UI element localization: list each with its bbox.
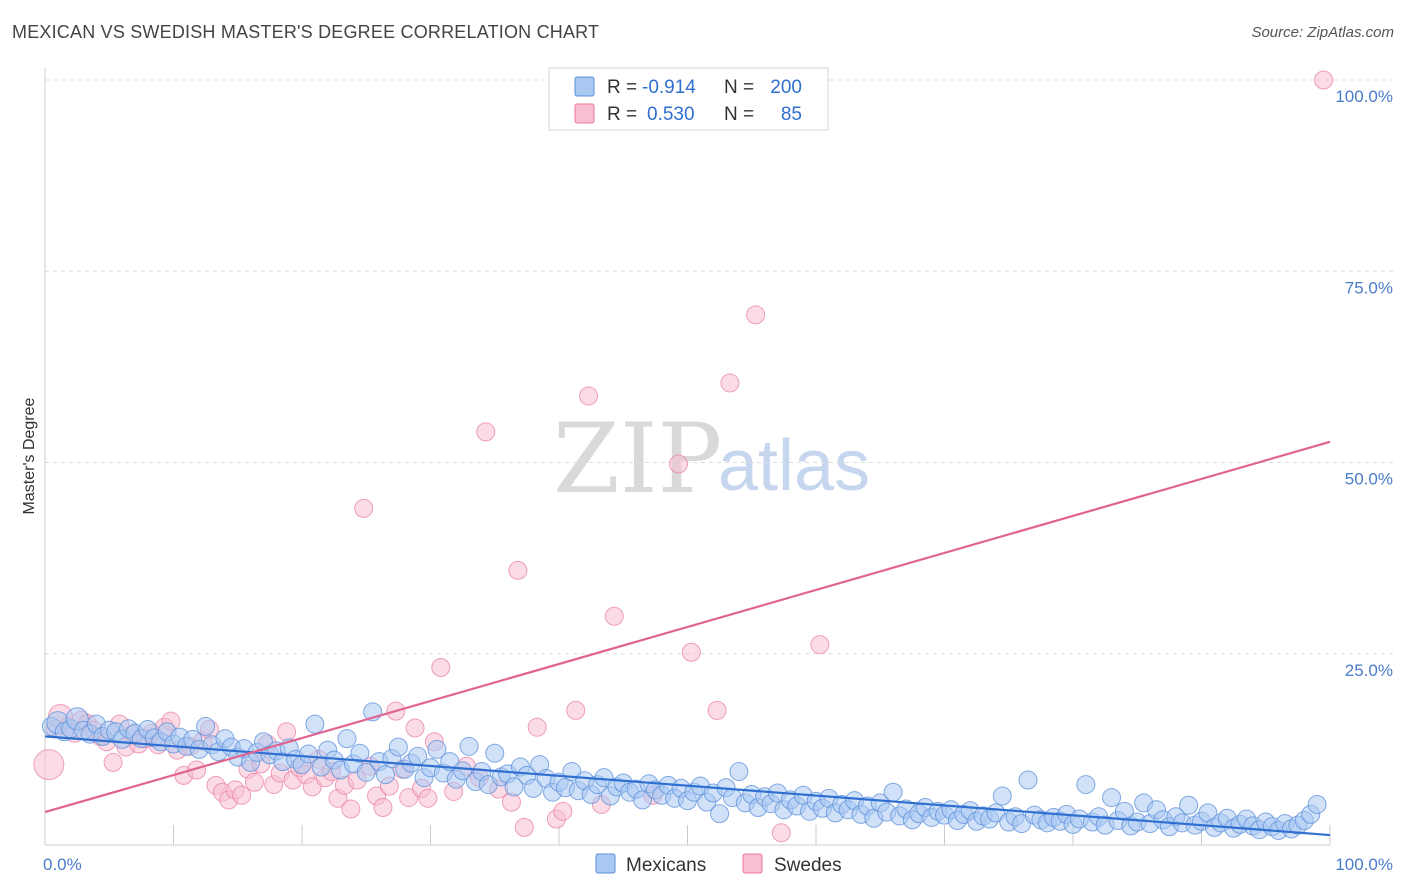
bottom-legend-mexicans: Mexicans xyxy=(626,855,706,876)
swedes-point xyxy=(681,642,701,662)
mexicans-point xyxy=(710,804,730,824)
mexicans-point xyxy=(427,739,447,759)
swedes-point xyxy=(431,658,451,678)
swedes-point xyxy=(810,635,830,655)
legend-n-label-1: N = xyxy=(724,77,754,98)
swedes-point xyxy=(527,717,547,737)
swedes-point xyxy=(399,788,419,808)
mexicans-point xyxy=(992,786,1012,806)
trend-lines xyxy=(44,440,1331,837)
swedes-points xyxy=(33,70,1334,843)
mexicans-point xyxy=(376,765,396,785)
grid-lines xyxy=(45,79,1395,655)
swedes-point xyxy=(604,606,624,626)
legend-n-value-2: 85 xyxy=(781,104,802,125)
y-tick-label-75: 75.0% xyxy=(1345,278,1393,297)
swedes-point xyxy=(373,798,393,818)
y-tick-label-100: 100.0% xyxy=(1335,87,1393,106)
swedes-point xyxy=(354,498,374,518)
chart-title: MEXICAN VS SWEDISH MASTER'S DEGREE CORRE… xyxy=(12,22,600,42)
axes xyxy=(44,68,1331,846)
watermark-atlas: atlas xyxy=(718,426,870,506)
mexicans-point xyxy=(305,714,325,734)
swedes-point xyxy=(720,373,740,393)
bottom-legend-swedes: Swedes xyxy=(774,855,842,876)
mexicans-point xyxy=(729,762,749,782)
mexicans-point xyxy=(298,744,318,764)
mexicans-point xyxy=(337,729,357,749)
x-tick-label-0: 0.0% xyxy=(43,855,82,874)
swedes-point xyxy=(553,801,573,821)
mexicans-point xyxy=(1179,795,1199,815)
mexicans-point xyxy=(1076,775,1096,795)
watermark-zip: ZIP xyxy=(553,403,722,515)
mexicans-point xyxy=(883,782,903,802)
mexicans-point xyxy=(196,716,216,736)
bottom-legend-swatch-swedes xyxy=(742,853,763,874)
swedes-point xyxy=(244,772,264,792)
mexicans-point xyxy=(1102,788,1122,808)
swedes-point xyxy=(405,718,425,738)
swedes-point xyxy=(579,386,599,406)
mexicans-point xyxy=(453,761,473,781)
mexicans-point xyxy=(504,777,524,797)
swedes-point xyxy=(302,777,322,797)
source-label: Source: ZipAtlas.com xyxy=(1251,24,1394,41)
mexicans-point xyxy=(350,743,370,763)
swedes-point xyxy=(707,700,727,720)
swedes-point xyxy=(669,454,689,474)
legend-r-value-1: -0.914 xyxy=(642,77,696,98)
swedes-point xyxy=(418,788,438,808)
top-legend: R = -0.914 N = 200 R = 0.530 N = 85 xyxy=(548,67,829,131)
legend-swatch-mexicans xyxy=(574,76,595,97)
y-tick-label-50: 50.0% xyxy=(1345,470,1393,489)
legend-r-value-2: 0.530 xyxy=(647,104,695,125)
y-axis-title: Master's Degree xyxy=(21,397,38,514)
mexicans-point xyxy=(633,790,653,810)
mexicans-point xyxy=(459,736,479,756)
legend-r-label-2: R = xyxy=(607,104,637,125)
swedes-point xyxy=(508,560,528,580)
mexicans-trend-line xyxy=(44,735,1331,837)
bottom-legend-swatch-mexicans xyxy=(595,853,616,874)
x-tick-labels: 0.0% 100.0% xyxy=(43,855,1393,874)
legend-n-label-2: N = xyxy=(724,104,754,125)
mexicans-point xyxy=(388,737,408,757)
swedes-point xyxy=(476,422,496,442)
x-tick-label-100: 100.0% xyxy=(1335,855,1393,874)
swedes-point xyxy=(514,817,534,837)
mexicans-point xyxy=(523,778,543,798)
swedes-trend-line xyxy=(44,440,1331,814)
swedes-point xyxy=(232,785,252,805)
y-tick-labels: 25.0% 50.0% 75.0% 100.0% xyxy=(1335,87,1393,680)
legend-box xyxy=(548,67,829,131)
swedes-point xyxy=(341,799,361,819)
mexicans-point xyxy=(1018,770,1038,790)
y-tick-label-25: 25.0% xyxy=(1345,661,1393,680)
swedes-point xyxy=(746,305,766,325)
bottom-legend: Mexicans Swedes xyxy=(595,853,842,876)
swedes-point xyxy=(277,722,297,742)
mexicans-point xyxy=(485,743,505,763)
legend-n-value-1: 200 xyxy=(770,77,802,98)
swedes-point xyxy=(33,749,65,781)
mexicans-point xyxy=(1307,794,1327,814)
swedes-point xyxy=(566,700,586,720)
legend-r-label-1: R = xyxy=(607,77,637,98)
legend-swatch-swedes xyxy=(574,103,595,124)
swedes-point xyxy=(771,823,791,843)
mexicans-point xyxy=(356,762,376,782)
swedes-point xyxy=(103,752,123,772)
swedes-point xyxy=(1314,70,1334,90)
